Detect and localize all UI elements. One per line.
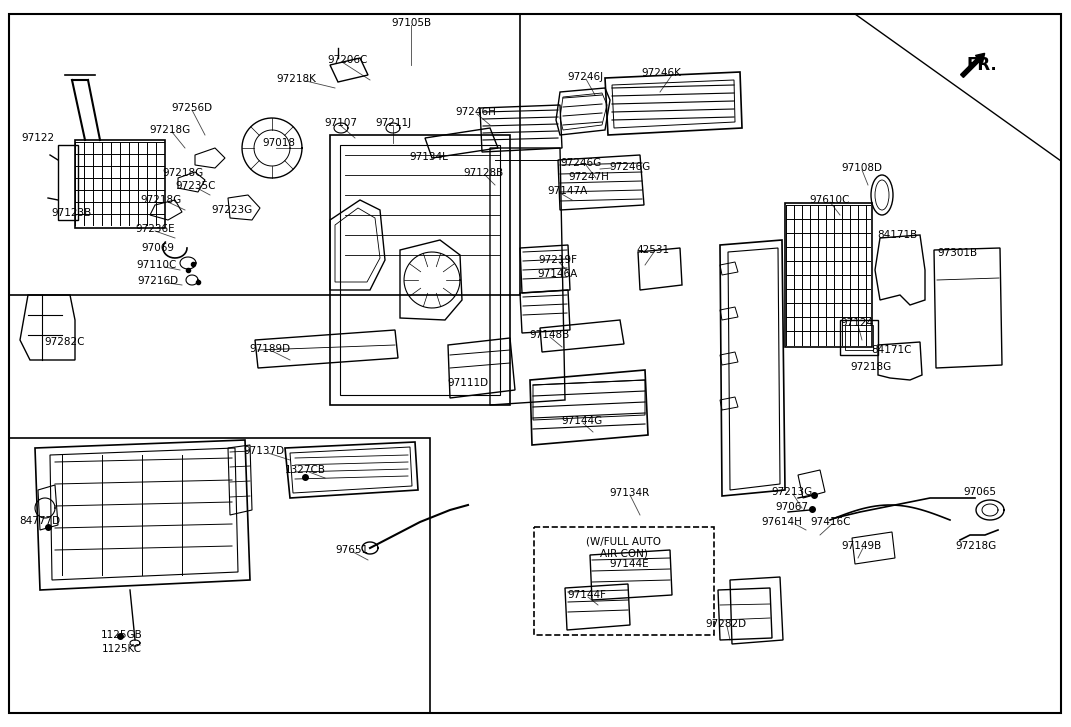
Text: 97148B: 97148B	[529, 330, 569, 340]
Text: 97216D: 97216D	[137, 276, 179, 286]
Text: 97246H: 97246H	[455, 107, 497, 117]
Text: 84777D: 84777D	[19, 516, 61, 526]
Text: 97122: 97122	[21, 133, 55, 143]
Text: 97189D: 97189D	[250, 344, 290, 354]
Text: 97218K: 97218K	[276, 74, 316, 84]
Text: 97149B: 97149B	[842, 541, 883, 551]
Text: 1327CB: 1327CB	[285, 465, 326, 475]
Text: 97235C: 97235C	[176, 181, 216, 191]
Text: 42531: 42531	[636, 245, 669, 255]
Bar	[75, 140, 165, 228]
Text: 97018: 97018	[262, 138, 296, 148]
Text: 97065: 97065	[964, 487, 996, 497]
Text: 84171B: 84171B	[877, 230, 917, 240]
Text: 97301B: 97301B	[937, 248, 977, 258]
Text: 97067: 97067	[775, 502, 809, 512]
Text: 97282C: 97282C	[45, 337, 86, 347]
Text: FR.: FR.	[966, 56, 997, 74]
Text: 97246G: 97246G	[609, 162, 650, 172]
Bar	[845, 325, 873, 350]
Text: 97218G: 97218G	[149, 125, 191, 135]
Text: 97651: 97651	[335, 545, 368, 555]
Text: 97211J: 97211J	[375, 118, 411, 128]
Text: 97134L: 97134L	[409, 152, 449, 162]
Text: 1125GB: 1125GB	[101, 630, 142, 640]
Text: 97108D: 97108D	[842, 163, 883, 173]
Text: 97107: 97107	[325, 118, 358, 128]
Bar	[785, 203, 872, 347]
Text: (W/FULL AUTO: (W/FULL AUTO	[587, 537, 662, 547]
Text: 97144E: 97144E	[609, 559, 649, 569]
Text: 97069: 97069	[141, 243, 175, 253]
Text: 97614H: 97614H	[761, 517, 802, 527]
Text: 97247H: 97247H	[569, 172, 609, 182]
Text: 97236E: 97236E	[135, 224, 175, 234]
Bar	[534, 527, 714, 635]
Text: 97146A: 97146A	[538, 269, 578, 279]
Text: 97110C: 97110C	[137, 260, 177, 270]
Bar	[840, 320, 878, 355]
Text: 97105B: 97105B	[391, 18, 431, 28]
Text: 97111D: 97111D	[448, 378, 488, 388]
Text: 97246G: 97246G	[560, 158, 602, 168]
Text: 84171C: 84171C	[872, 345, 912, 355]
Text: 97246K: 97246K	[642, 68, 681, 78]
Bar	[9, 14, 521, 295]
Bar	[9, 438, 429, 713]
Text: 97610C: 97610C	[810, 195, 850, 205]
Text: 97218G: 97218G	[140, 195, 182, 205]
Text: 1125KC: 1125KC	[102, 644, 142, 654]
Text: 97218G: 97218G	[850, 362, 892, 372]
Text: 97124: 97124	[841, 318, 874, 328]
Text: 97246J: 97246J	[567, 72, 603, 82]
Text: 97128B: 97128B	[463, 168, 503, 178]
Text: 97282D: 97282D	[706, 619, 746, 629]
Text: 97256D: 97256D	[171, 103, 212, 113]
Text: 97206C: 97206C	[328, 55, 368, 65]
Text: 97213G: 97213G	[771, 487, 813, 497]
Text: 97137D: 97137D	[243, 446, 285, 456]
Bar	[58, 145, 78, 220]
Text: 97144G: 97144G	[561, 416, 603, 426]
Text: AIR CON): AIR CON)	[600, 549, 648, 559]
Text: 97218G: 97218G	[163, 168, 203, 178]
Text: 97144F: 97144F	[568, 590, 606, 600]
Text: 97123B: 97123B	[51, 208, 91, 218]
Text: 97416C: 97416C	[811, 517, 851, 527]
Text: 97218G: 97218G	[955, 541, 997, 551]
Text: 97134R: 97134R	[609, 488, 650, 498]
Text: 97223G: 97223G	[211, 205, 253, 215]
Text: 97219F: 97219F	[539, 255, 577, 265]
FancyArrow shape	[961, 53, 984, 77]
Text: 97147A: 97147A	[547, 186, 587, 196]
